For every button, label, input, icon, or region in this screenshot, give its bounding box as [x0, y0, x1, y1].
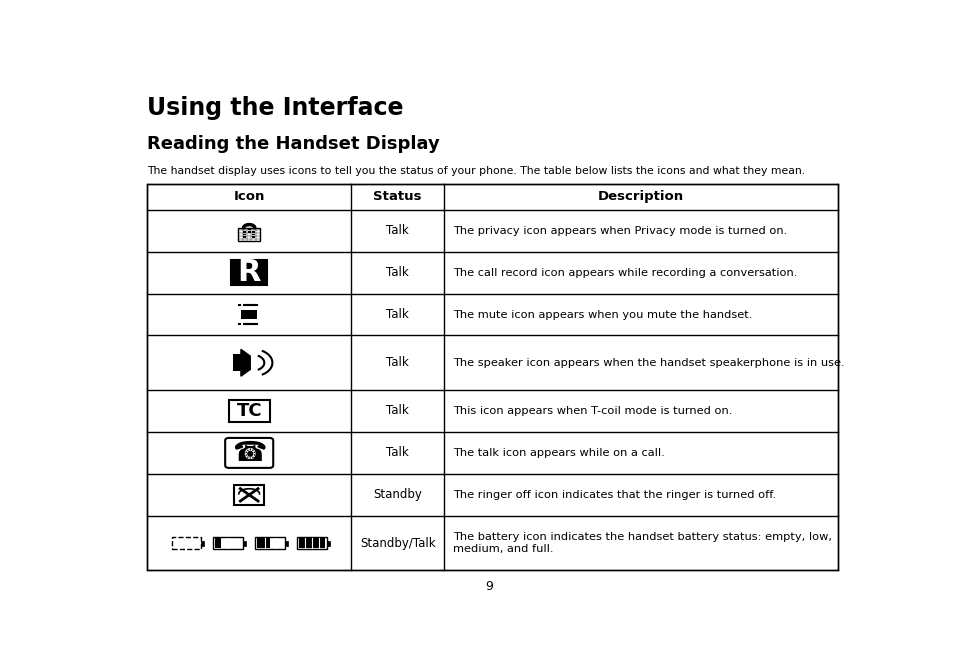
Text: Description: Description — [598, 191, 683, 203]
Text: R: R — [237, 258, 261, 287]
Bar — [256, 538, 270, 548]
Bar — [327, 541, 330, 546]
Text: Reading the Handset Display: Reading the Handset Display — [147, 135, 439, 153]
Text: The handset display uses icons to tell you the status of your phone. The table b: The handset display uses icons to tell y… — [147, 166, 804, 176]
Bar — [213, 537, 243, 549]
Bar — [201, 541, 204, 546]
Bar — [232, 260, 267, 285]
Text: Standby: Standby — [373, 488, 421, 501]
Bar — [248, 228, 251, 230]
Bar — [243, 231, 246, 233]
Bar — [234, 484, 264, 505]
Bar — [241, 310, 257, 315]
Bar — [248, 231, 251, 233]
Text: This icon appears when T-coil mode is turned on.: This icon appears when T-coil mode is tu… — [453, 406, 732, 416]
Text: The talk icon appears while on a call.: The talk icon appears while on a call. — [453, 448, 664, 458]
FancyBboxPatch shape — [229, 400, 270, 422]
Text: The ringer off icon indicates that the ringer is turned off.: The ringer off icon indicates that the r… — [453, 490, 776, 500]
Text: The call record icon appears while recording a conversation.: The call record icon appears while recor… — [453, 268, 797, 278]
Text: Talk: Talk — [386, 405, 409, 417]
Bar — [238, 227, 260, 242]
Text: The speaker icon appears when the handset speakerphone is in use.: The speaker icon appears when the handse… — [453, 358, 844, 368]
FancyBboxPatch shape — [225, 438, 273, 468]
Bar — [243, 234, 246, 236]
Text: The mute icon appears when you mute the handset.: The mute icon appears when you mute the … — [453, 309, 752, 319]
Bar — [243, 541, 246, 546]
Bar — [238, 305, 259, 324]
Bar — [297, 537, 327, 549]
Text: Talk: Talk — [386, 224, 409, 237]
Text: Talk: Talk — [386, 308, 409, 321]
Bar — [243, 236, 246, 238]
Text: The battery icon indicates the handset battery status: empty, low,
medium, and f: The battery icon indicates the handset b… — [453, 532, 831, 554]
Text: Using the Interface: Using the Interface — [147, 96, 403, 120]
Bar — [255, 537, 285, 549]
Bar — [172, 537, 201, 549]
Bar — [233, 354, 241, 371]
Text: TC: TC — [236, 402, 262, 420]
Text: Talk: Talk — [386, 446, 409, 460]
Bar — [285, 541, 288, 546]
Bar — [241, 314, 257, 319]
Bar — [298, 538, 325, 548]
Text: Status: Status — [373, 191, 421, 203]
Bar — [147, 184, 837, 570]
Bar — [252, 231, 254, 233]
Text: Talk: Talk — [386, 266, 409, 279]
Text: 9: 9 — [484, 580, 493, 593]
Text: Standby/Talk: Standby/Talk — [359, 537, 435, 550]
Text: Talk: Talk — [386, 356, 409, 369]
Bar — [252, 234, 254, 236]
Bar — [252, 236, 254, 238]
Text: ☎: ☎ — [232, 439, 266, 467]
Text: Icon: Icon — [233, 191, 265, 203]
Bar — [214, 538, 220, 548]
Polygon shape — [241, 350, 250, 376]
Text: The privacy icon appears when Privacy mode is turned on.: The privacy icon appears when Privacy mo… — [453, 225, 786, 236]
